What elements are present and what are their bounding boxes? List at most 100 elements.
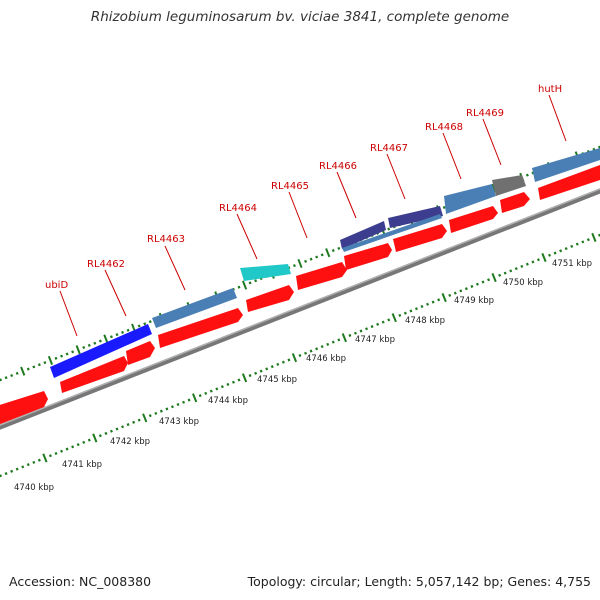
cds-arrow[interactable] — [393, 224, 447, 252]
minor-tick — [87, 343, 91, 347]
minor-tick — [287, 358, 291, 362]
kbp-label: 4740 kbp — [14, 483, 54, 493]
minor-tick — [581, 240, 585, 244]
minor-tick — [548, 253, 552, 257]
major-tick — [241, 373, 248, 383]
minor-tick — [503, 271, 507, 275]
minor-tick — [231, 380, 235, 384]
gene-rl4467[interactable] — [388, 206, 443, 228]
callout-line — [442, 132, 462, 180]
callout-line — [548, 94, 567, 142]
minor-tick — [137, 418, 141, 422]
minor-tick — [10, 374, 14, 378]
major-tick — [20, 366, 26, 376]
cds-arrow[interactable] — [126, 341, 155, 365]
minor-tick — [0, 474, 3, 478]
gene-rl4467-b[interactable] — [342, 214, 442, 252]
cds-arrow[interactable] — [0, 391, 48, 428]
minor-tick — [71, 350, 75, 354]
minor-tick — [71, 445, 75, 449]
minor-tick — [376, 322, 380, 326]
major-tick — [391, 313, 397, 323]
minor-tick — [437, 298, 441, 302]
minor-tick — [126, 423, 130, 427]
minor-tick — [37, 458, 41, 462]
major-tick — [341, 333, 347, 343]
minor-tick — [0, 378, 3, 382]
cds-arrow[interactable] — [158, 308, 243, 348]
minor-tick — [259, 369, 263, 373]
minor-tick — [326, 342, 330, 346]
minor-tick — [209, 389, 213, 393]
minor-tick — [320, 253, 324, 257]
minor-tick — [132, 420, 136, 424]
cds-arrow[interactable] — [449, 206, 498, 233]
minor-tick — [320, 345, 324, 349]
callout-line — [164, 245, 186, 291]
minor-tick — [586, 238, 590, 242]
accession-text: Accession: NC_008380 — [9, 574, 152, 589]
cds-arrow[interactable] — [538, 165, 600, 200]
gene-rl4464[interactable] — [240, 264, 291, 281]
gene-label-huth: hutH — [538, 84, 562, 95]
minor-tick — [409, 309, 413, 313]
minor-tick — [98, 434, 102, 438]
major-tick — [241, 280, 248, 290]
major-tick — [541, 252, 547, 263]
genome-stats-text: Topology: circular; Length: 5,057,142 bp… — [247, 574, 591, 589]
cds-arrow[interactable] — [246, 285, 294, 312]
gene-rl4466[interactable] — [340, 221, 386, 249]
minor-tick — [520, 264, 524, 268]
cds-arrow[interactable] — [296, 262, 347, 290]
major-tick — [103, 334, 109, 344]
callout-line — [288, 191, 308, 239]
minor-tick — [65, 447, 69, 451]
gene-label-rl4468: RL4468 — [425, 122, 463, 133]
minor-tick — [115, 333, 119, 337]
cds-arrow[interactable] — [344, 243, 392, 270]
minor-tick — [370, 325, 374, 329]
cds-arrow[interactable] — [500, 192, 530, 213]
major-tick — [142, 413, 148, 423]
minor-tick — [431, 300, 435, 304]
minor-tick — [464, 287, 468, 291]
gene-huth[interactable] — [532, 148, 600, 182]
minor-tick — [54, 356, 58, 360]
map-title: Rhizobium leguminosarum bv. viciae 3841,… — [90, 9, 510, 25]
gene-rl4468[interactable] — [444, 184, 496, 214]
minor-tick — [337, 246, 341, 250]
gene-rl4469[interactable] — [492, 175, 526, 196]
major-tick — [47, 355, 54, 366]
minor-tick — [204, 391, 208, 395]
cds-arrow[interactable] — [60, 356, 128, 393]
minor-tick — [93, 341, 97, 345]
minor-tick — [559, 249, 563, 253]
minor-tick — [304, 259, 308, 263]
gene-rl4463[interactable] — [152, 288, 237, 328]
minor-tick — [60, 354, 64, 358]
minor-tick — [126, 328, 130, 332]
minor-tick — [509, 269, 513, 273]
minor-tick — [65, 352, 69, 356]
minor-tick — [309, 349, 313, 353]
minor-tick — [531, 260, 535, 264]
minor-tick — [26, 367, 30, 371]
callout-line — [236, 213, 258, 260]
genome-backbone-highlight — [0, 188, 600, 426]
minor-tick — [143, 322, 147, 326]
minor-tick — [281, 360, 285, 364]
minor-tick — [315, 255, 319, 259]
minor-tick — [165, 407, 169, 411]
minor-tick — [54, 451, 58, 456]
gene-ubiD[interactable] — [50, 324, 152, 378]
minor-tick — [536, 258, 540, 262]
kbp-label: 4743 kbp — [159, 417, 199, 427]
callout-line — [59, 290, 78, 337]
minor-tick — [43, 361, 47, 365]
minor-tick — [570, 244, 574, 248]
gene-label-rl4469: RL4469 — [466, 108, 504, 119]
minor-tick — [60, 449, 64, 453]
kbp-label: 4745 kbp — [257, 375, 297, 385]
minor-tick — [237, 378, 241, 382]
minor-tick — [159, 409, 163, 413]
